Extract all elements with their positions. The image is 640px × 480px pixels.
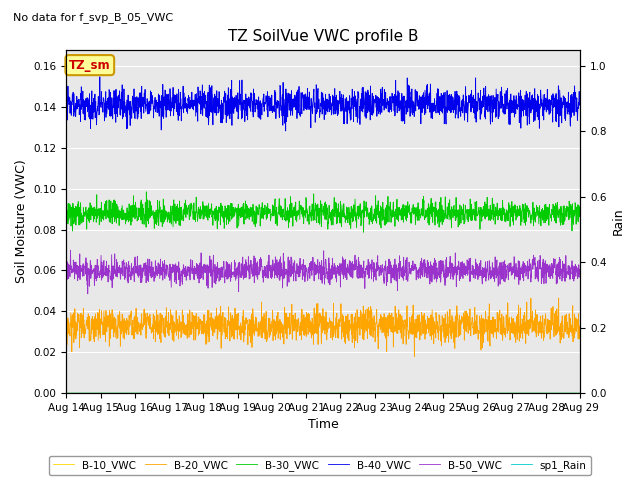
B-10_VWC: [561, 390, 569, 396]
sp1_Rain: [299, 390, 307, 396]
B-20_VWC: [577, 331, 584, 337]
B-50_VWC: [562, 269, 570, 275]
B-50_VWC: [90, 269, 97, 275]
B-30_VWC: [313, 215, 321, 221]
Legend: B-10_VWC, B-20_VWC, B-30_VWC, B-40_VWC, B-50_VWC, sp1_Rain: B-10_VWC, B-20_VWC, B-30_VWC, B-40_VWC, …: [49, 456, 591, 475]
Text: No data for f_svp_B_05_VWC: No data for f_svp_B_05_VWC: [13, 12, 173, 23]
B-50_VWC: [577, 273, 584, 278]
sp1_Rain: [89, 390, 97, 396]
B-20_VWC: [555, 295, 563, 301]
B-50_VWC: [468, 270, 476, 276]
Y-axis label: Rain: Rain: [612, 208, 625, 235]
B-30_VWC: [89, 205, 97, 211]
B-30_VWC: [299, 206, 307, 212]
B-20_VWC: [312, 329, 320, 335]
B-40_VWC: [468, 87, 476, 93]
B-40_VWC: [63, 107, 70, 113]
Y-axis label: Soil Moisture (VWC): Soil Moisture (VWC): [15, 159, 28, 283]
sp1_Rain: [561, 390, 569, 396]
B-30_VWC: [143, 189, 150, 195]
Line: B-20_VWC: B-20_VWC: [67, 298, 580, 357]
B-30_VWC: [360, 229, 367, 235]
sp1_Rain: [467, 390, 475, 396]
sp1_Rain: [63, 390, 70, 396]
B-30_VWC: [63, 218, 70, 224]
B-30_VWC: [562, 210, 570, 216]
sp1_Rain: [312, 390, 320, 396]
sp1_Rain: [577, 390, 584, 396]
B-30_VWC: [468, 202, 476, 207]
B-10_VWC: [89, 390, 97, 396]
B-50_VWC: [313, 263, 321, 268]
B-20_VWC: [411, 354, 419, 360]
B-50_VWC: [67, 247, 74, 253]
B-20_VWC: [562, 312, 570, 318]
Title: TZ SoilVue VWC profile B: TZ SoilVue VWC profile B: [228, 29, 419, 44]
X-axis label: Time: Time: [308, 419, 339, 432]
B-40_VWC: [562, 108, 570, 114]
Line: B-50_VWC: B-50_VWC: [67, 250, 580, 294]
B-50_VWC: [84, 291, 92, 297]
B-20_VWC: [562, 329, 570, 335]
Line: B-30_VWC: B-30_VWC: [67, 192, 580, 232]
B-40_VWC: [282, 128, 289, 134]
B-40_VWC: [96, 74, 104, 80]
B-10_VWC: [312, 390, 320, 396]
B-20_VWC: [63, 315, 70, 321]
B-40_VWC: [313, 99, 321, 105]
B-40_VWC: [89, 100, 97, 106]
B-50_VWC: [300, 264, 307, 270]
B-10_VWC: [561, 390, 569, 396]
B-20_VWC: [89, 321, 97, 327]
Text: TZ_sm: TZ_sm: [69, 59, 111, 72]
B-40_VWC: [577, 92, 584, 97]
B-10_VWC: [63, 390, 70, 396]
B-50_VWC: [63, 277, 70, 283]
B-50_VWC: [562, 252, 570, 258]
B-30_VWC: [577, 213, 584, 219]
B-30_VWC: [562, 207, 570, 213]
B-10_VWC: [577, 390, 584, 396]
B-40_VWC: [300, 96, 307, 101]
Line: B-40_VWC: B-40_VWC: [67, 77, 580, 131]
B-40_VWC: [562, 118, 570, 123]
B-10_VWC: [467, 390, 475, 396]
sp1_Rain: [561, 390, 569, 396]
B-10_VWC: [299, 390, 307, 396]
B-20_VWC: [299, 328, 307, 334]
B-20_VWC: [467, 321, 475, 326]
